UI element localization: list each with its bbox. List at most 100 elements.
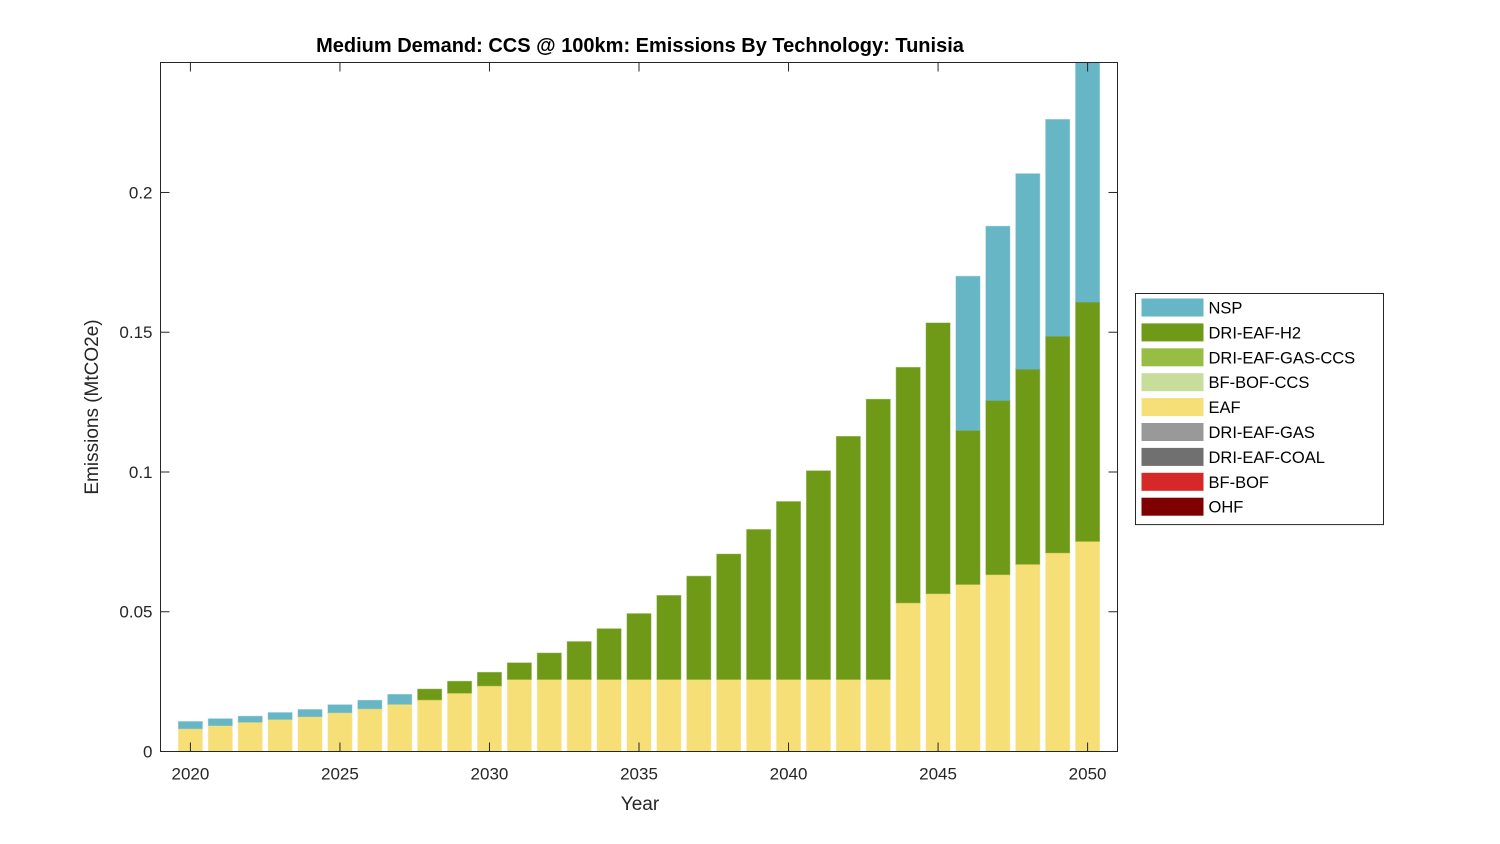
legend-label-dri-eaf-h2: DRI-EAF-H2 — [1209, 324, 1302, 342]
bar-segment-dri-eaf-h2-2042 — [835, 435, 861, 680]
bar-segment-dri-eaf-h2-2046 — [955, 429, 981, 585]
y-tick-label: 0.2 — [129, 183, 153, 202]
bar-segment-eaf-2036 — [656, 678, 682, 753]
x-tick-label: 2030 — [471, 765, 509, 784]
legend-label-bf-bof-ccs: BF-BOF-CCS — [1209, 374, 1310, 392]
x-tick-label: 2050 — [1069, 765, 1107, 784]
bar-segment-dri-eaf-h2-2032 — [536, 652, 562, 680]
bar-segment-eaf-2042 — [835, 678, 861, 753]
bar-segment-dri-eaf-h2-2050 — [1075, 301, 1101, 542]
legend-label-dri-eaf-gas: DRI-EAF-GAS — [1209, 424, 1315, 442]
legend-label-eaf: EAF — [1209, 399, 1241, 417]
bar-segment-eaf-2033 — [566, 678, 592, 753]
legend-label-nsp: NSP — [1209, 300, 1243, 318]
bar-segment-dri-eaf-h2-2041 — [805, 470, 831, 680]
legend-swatch-dri-eaf-h2 — [1141, 323, 1204, 342]
bar-segment-nsp-2025 — [327, 704, 353, 714]
bar-segment-eaf-2023 — [267, 718, 293, 752]
bar-segment-dri-eaf-h2-2039 — [746, 529, 772, 680]
bar-segment-dri-eaf-h2-2044 — [895, 366, 921, 604]
legend-swatch-dri-eaf-gas — [1141, 423, 1204, 441]
x-tick-label: 2045 — [919, 765, 957, 784]
x-tick-label: 2025 — [321, 765, 359, 784]
bar-segment-eaf-2049 — [1045, 552, 1071, 752]
y-tick-label: 0.05 — [119, 603, 152, 622]
bar-segment-eaf-2032 — [536, 678, 562, 753]
bar-segment-eaf-2038 — [716, 678, 742, 753]
bar-segment-eaf-2040 — [776, 678, 801, 753]
bar-segment-dri-eaf-h2-2045 — [925, 322, 951, 595]
bar-segment-nsp-2022 — [237, 715, 263, 723]
bars-group — [177, 62, 1101, 753]
bar-segment-eaf-2029 — [447, 692, 473, 752]
legend-swatch-bf-bof-ccs — [1141, 373, 1204, 392]
bar-segment-eaf-2043 — [865, 678, 891, 753]
bar-segment-dri-eaf-h2-2040 — [776, 501, 801, 680]
legend-swatch-bf-bof — [1141, 472, 1204, 491]
legend-label-ohf: OHF — [1209, 499, 1244, 517]
bar-segment-dri-eaf-h2-2036 — [656, 595, 682, 680]
bar-segment-nsp-2020 — [177, 721, 203, 730]
y-axis-ticks: 0 0.05 0.1 0.15 0.2 — [119, 183, 1118, 762]
bar-segment-nsp-2026 — [357, 699, 383, 710]
bar-segment-dri-eaf-h2-2033 — [566, 641, 592, 680]
x-tick-label: 2020 — [171, 765, 209, 784]
bar-segment-nsp-2047 — [985, 225, 1011, 401]
bar-segment-nsp-2027 — [387, 693, 413, 705]
bar-segment-nsp-2048 — [1015, 173, 1041, 370]
y-tick-label: 0.15 — [119, 323, 152, 342]
x-axis-ticks: 2020 2025 2030 2035 2040 2045 2050 — [171, 62, 1107, 784]
legend-swatch-nsp — [1141, 298, 1204, 317]
bar-segment-nsp-2024 — [297, 709, 323, 718]
bar-segment-eaf-2039 — [746, 678, 772, 753]
legend-label-dri-eaf-gas-ccs: DRI-EAF-GAS-CCS — [1209, 349, 1356, 367]
y-axis-label: Emissions (MtCO2e) — [82, 319, 103, 494]
bar-segment-eaf-2026 — [357, 708, 383, 753]
bar-segment-eaf-2024 — [297, 716, 323, 752]
legend-swatch-eaf — [1141, 398, 1204, 417]
bar-segment-nsp-2049 — [1045, 119, 1071, 337]
bar-segment-nsp-2021 — [207, 718, 233, 727]
bar-segment-dri-eaf-h2-2038 — [716, 553, 742, 680]
bar-segment-eaf-2050 — [1075, 540, 1101, 752]
bar-segment-eaf-2047 — [985, 574, 1011, 753]
bar-segment-eaf-2031 — [506, 678, 532, 753]
bar-segment-dri-eaf-h2-2047 — [985, 399, 1011, 576]
chart-title: Medium Demand: CCS @ 100km: Emissions By… — [316, 35, 965, 57]
legend-swatch-dri-eaf-coal — [1141, 447, 1204, 466]
y-tick-label: 0 — [143, 743, 152, 762]
legend: NSP DRI-EAF-H2 DRI-EAF-GAS-CCS BF-BOF-CCS EA… — [1135, 293, 1384, 526]
legend-label-bf-bof: BF-BOF — [1209, 474, 1270, 492]
bar-segment-eaf-2030 — [477, 685, 502, 752]
bar-segment-nsp-2046 — [955, 275, 981, 431]
x-tick-label: 2035 — [620, 765, 658, 784]
bar-segment-dri-eaf-h2-2029 — [447, 680, 473, 694]
bar-segment-dri-eaf-h2-2049 — [1045, 335, 1071, 554]
bar-segment-eaf-2022 — [237, 721, 263, 753]
x-tick-label: 2040 — [770, 765, 808, 784]
bar-segment-dri-eaf-h2-2030 — [477, 671, 502, 687]
bar-segment-dri-eaf-h2-2028 — [417, 688, 443, 701]
bar-segment-eaf-2028 — [417, 699, 443, 752]
bar-segment-eaf-2045 — [925, 593, 951, 753]
bar-segment-dri-eaf-h2-2043 — [865, 398, 891, 680]
bar-segment-nsp-2023 — [267, 712, 293, 720]
bar-segment-eaf-2046 — [955, 583, 981, 753]
bar-segment-dri-eaf-h2-2035 — [626, 613, 652, 680]
legend-label-dri-eaf-coal: DRI-EAF-COAL — [1209, 449, 1325, 467]
y-tick-label: 0.1 — [129, 463, 153, 482]
bar-segment-nsp-2050 — [1075, 62, 1101, 303]
bar-segment-eaf-2037 — [686, 678, 712, 753]
bar-segment-eaf-2034 — [596, 678, 622, 753]
bar-segment-dri-eaf-h2-2048 — [1015, 368, 1041, 565]
legend-swatch-ohf — [1141, 497, 1204, 516]
bar-segment-eaf-2048 — [1015, 563, 1041, 753]
bar-segment-dri-eaf-h2-2031 — [506, 662, 532, 680]
bar-segment-eaf-2021 — [207, 725, 233, 752]
x-axis-label: Year — [621, 794, 660, 815]
bar-segment-eaf-2035 — [626, 678, 652, 753]
bar-segment-eaf-2044 — [895, 602, 921, 753]
bar-segment-dri-eaf-h2-2037 — [686, 575, 712, 680]
legend-swatch-dri-eaf-gas-ccs — [1141, 348, 1204, 367]
